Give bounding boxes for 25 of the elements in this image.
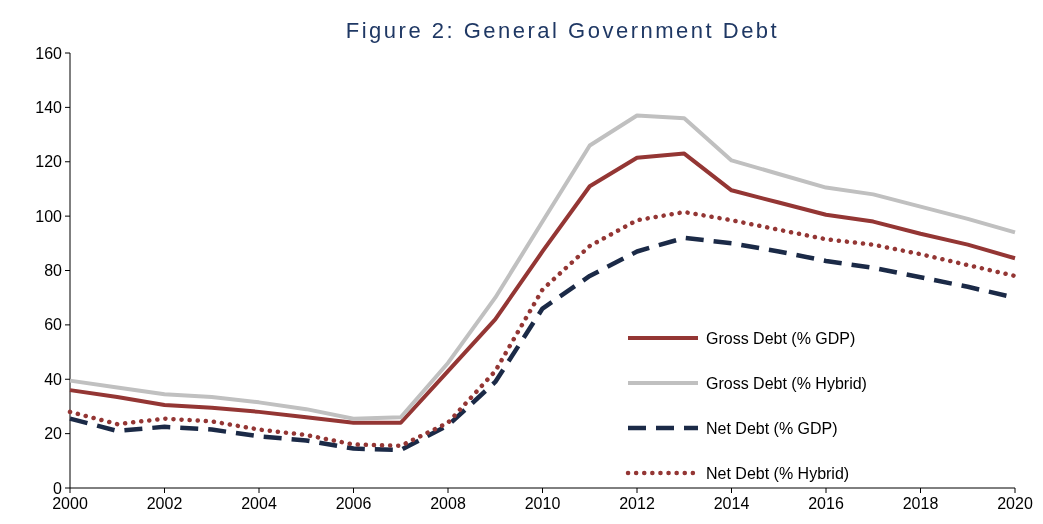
y-tick-label: 40 bbox=[44, 370, 63, 388]
x-tick-label: 2020 bbox=[997, 495, 1033, 512]
x-tick-label: 2012 bbox=[619, 495, 655, 512]
y-tick-label: 20 bbox=[44, 425, 63, 443]
chart-title: Figure 2: General Government Debt bbox=[345, 18, 780, 43]
legend-label: Net Debt (% Hybrid) bbox=[706, 464, 850, 482]
y-tick-label: 140 bbox=[35, 98, 63, 116]
x-tick-label: 2016 bbox=[808, 495, 844, 512]
x-tick-label: 2008 bbox=[430, 495, 466, 512]
y-tick-label: 60 bbox=[44, 316, 63, 334]
y-tick-label: 80 bbox=[44, 262, 63, 280]
y-tick-label: 100 bbox=[35, 207, 63, 225]
legend-label: Net Debt (% GDP) bbox=[706, 419, 838, 437]
legend-label: Gross Debt (% Hybrid) bbox=[706, 374, 867, 392]
x-tick-label: 2002 bbox=[146, 495, 183, 512]
x-tick-label: 2018 bbox=[902, 495, 939, 512]
legend-label: Gross Debt (% GDP) bbox=[706, 329, 856, 347]
y-tick-label: 160 bbox=[35, 44, 63, 62]
x-tick-label: 2000 bbox=[52, 495, 88, 512]
y-tick-label: 120 bbox=[35, 153, 63, 171]
x-tick-label: 2014 bbox=[713, 495, 750, 512]
y-tick-label: 0 bbox=[53, 479, 63, 497]
x-tick-label: 2010 bbox=[524, 495, 561, 512]
x-tick-label: 2004 bbox=[241, 495, 277, 512]
x-tick-label: 2006 bbox=[335, 495, 372, 512]
